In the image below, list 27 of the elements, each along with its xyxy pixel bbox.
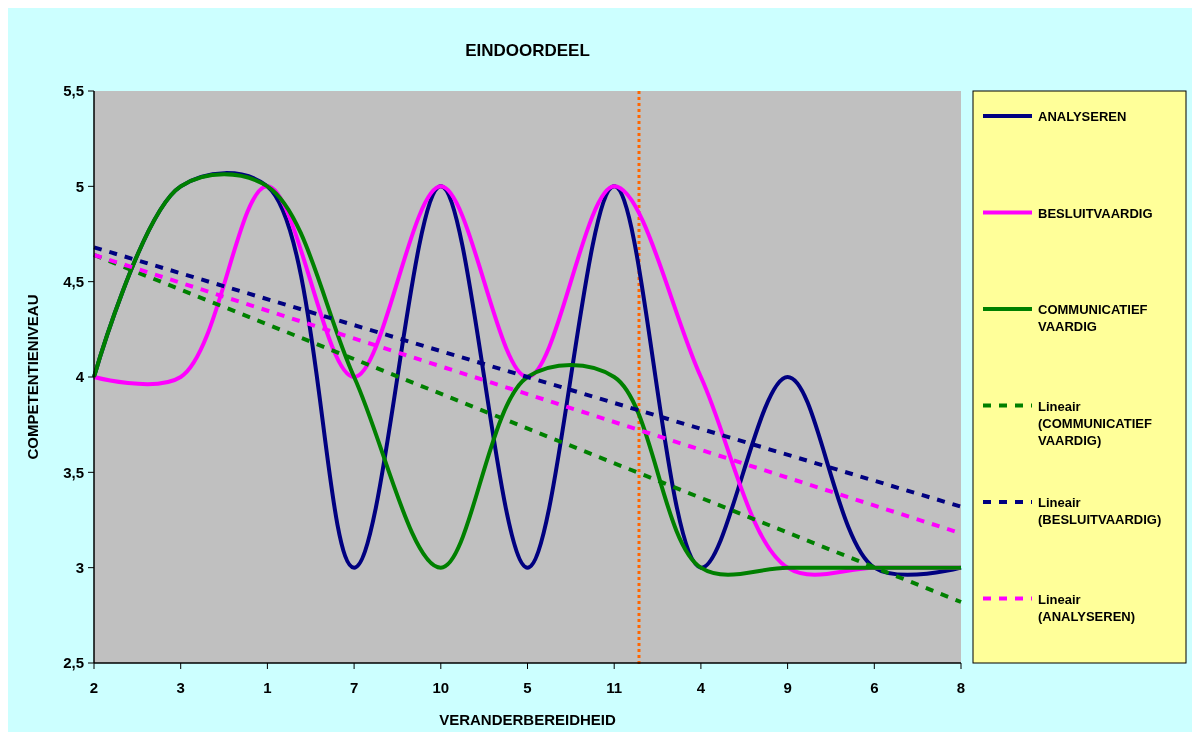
legend-label: COMMUNICATIEF VAARDIG: [1038, 302, 1148, 334]
x-tick-label: 1: [263, 679, 272, 696]
x-tick-label: 2: [89, 679, 99, 696]
y-axis-title: COMPETENTIENIVEAU: [24, 294, 41, 460]
y-tick-label: 4: [75, 368, 85, 386]
y-tick-label: 4,5: [63, 272, 84, 290]
x-tick-label: 10: [432, 679, 450, 696]
legend-label: BESLUITVAARDIG: [1038, 205, 1153, 221]
y-tick-label: 5: [75, 177, 84, 195]
x-tick-label: 4: [696, 679, 706, 696]
x-tick-label: 5: [523, 679, 532, 696]
y-tick-label: 3,5: [63, 463, 84, 481]
chart-title: EINDOORDEEL: [465, 41, 590, 60]
x-tick-label: 9: [783, 679, 792, 696]
x-tick-label: 6: [870, 679, 879, 696]
legend-label: ANALYSEREN: [1038, 109, 1127, 124]
y-tick-label: 2,5: [63, 654, 84, 672]
y-tick-label: 3: [75, 558, 84, 576]
y-tick-label: 5,5: [63, 82, 84, 100]
legend-label: Lineair (BESLUITVAARDIG): [1038, 495, 1162, 527]
x-tick-label: 8: [956, 679, 966, 696]
legend-label: Lineair (ANALYSEREN): [1038, 591, 1136, 624]
x-tick-label: 7: [349, 679, 359, 696]
x-axis-title: VERANDERBEREIDHEID: [439, 711, 617, 728]
x-tick-label: 11: [606, 679, 623, 696]
x-tick-label: 3: [176, 679, 185, 696]
legend-label: Lineair (COMMUNICATIEF VAARDIG): [1038, 398, 1152, 448]
